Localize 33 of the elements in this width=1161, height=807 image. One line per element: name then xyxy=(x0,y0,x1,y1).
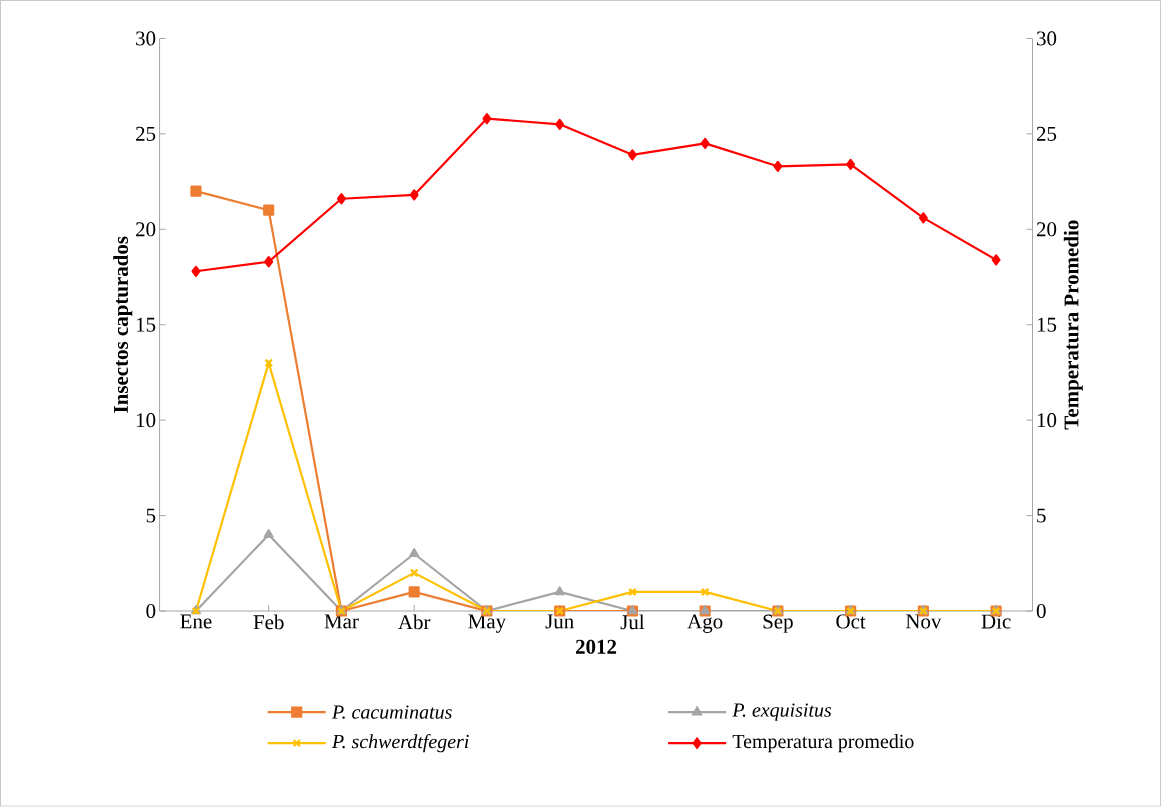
y-tick-label: 25 xyxy=(136,127,156,142)
y-tick-label: 30 xyxy=(136,31,156,46)
y2-tick-label: 0 xyxy=(1036,604,1046,619)
y-axis-title: Insectos capturados xyxy=(113,236,133,413)
x-tick-label: Jun xyxy=(545,614,574,629)
legend-label: P. exquisitus xyxy=(732,703,832,722)
legend-label: Temperatura promedio xyxy=(732,734,914,753)
x-tick-label: Nov xyxy=(905,614,942,629)
legend-label: P. schwerdtfegeri xyxy=(331,734,469,753)
x-tick-label: Abr xyxy=(398,614,431,630)
x-tick-label: Ago xyxy=(687,614,723,634)
x-tick-label: May xyxy=(468,614,507,633)
y-tick-label: 10 xyxy=(136,413,156,428)
y-tick-label: 20 xyxy=(136,222,156,237)
y2-tick-label: 15 xyxy=(1037,317,1057,332)
x-tick-label: Jul xyxy=(620,614,645,630)
y2-tick-label: 25 xyxy=(1036,127,1057,142)
legend-label: P. cacuminatus xyxy=(331,705,452,720)
x-tick-label: Feb xyxy=(253,614,284,630)
x-tick-label: Sep xyxy=(763,614,793,634)
y2-tick-label: 30 xyxy=(1037,31,1057,46)
y2-axis-title: Temperatura Promedio xyxy=(1063,220,1083,430)
x-tick-label: Ene xyxy=(180,614,212,629)
y2-tick-label: 5 xyxy=(1037,508,1046,523)
x-tick-label: Oct xyxy=(836,614,866,629)
y-tick-label: 5 xyxy=(146,508,156,523)
y-tick-label: 0 xyxy=(146,604,156,619)
y-tick-label: 15 xyxy=(136,317,156,332)
x-tick-label: Mar xyxy=(324,614,359,629)
y2-tick-label: 20 xyxy=(1036,222,1057,237)
y2-tick-label: 10 xyxy=(1037,413,1057,428)
x-axis-title: 2012 xyxy=(575,639,617,655)
x-tick-label: Dic xyxy=(981,614,1011,629)
